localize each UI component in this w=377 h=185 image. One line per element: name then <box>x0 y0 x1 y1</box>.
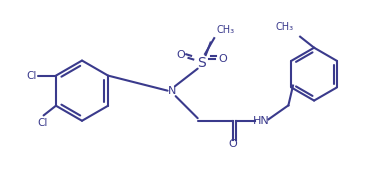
Text: O: O <box>228 139 237 149</box>
Text: O: O <box>177 50 185 60</box>
Text: N: N <box>168 86 176 96</box>
Text: O: O <box>218 54 227 64</box>
Text: Cl: Cl <box>26 71 37 81</box>
Text: CH₃: CH₃ <box>216 25 234 35</box>
Text: CH₃: CH₃ <box>276 22 294 32</box>
Text: S: S <box>197 56 206 70</box>
Text: HN: HN <box>253 116 270 126</box>
Text: Cl: Cl <box>38 118 48 128</box>
